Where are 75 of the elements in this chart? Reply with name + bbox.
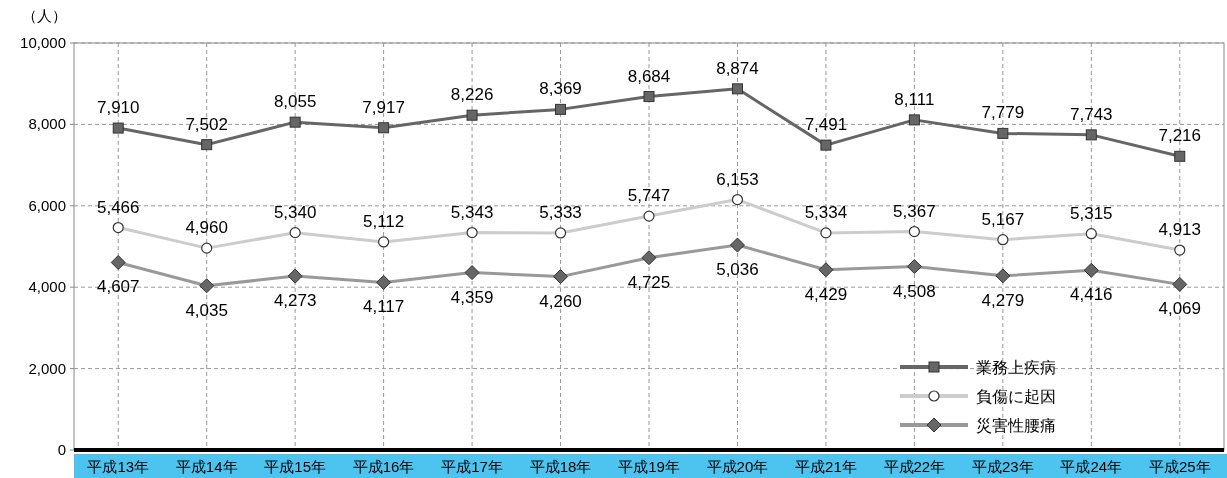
data-label: 8,874 [716,58,759,78]
point [997,127,1009,139]
data-label: 5,343 [450,202,494,222]
x-tick-label: 平成21年 [795,458,857,475]
data-label: 5,036 [716,260,759,280]
data-label: 4,429 [804,284,848,304]
data-label: 6,153 [716,169,759,189]
data-label: 4,725 [627,272,671,292]
data-label: 5,340 [273,202,317,222]
data-label: 4,117 [362,297,405,317]
data-label: 5,367 [893,201,936,221]
y-tick-label: 2,000 [28,359,66,377]
data-label: 8,055 [273,92,317,112]
data-label: 4,069 [1158,299,1202,319]
x-tick-label: 平成17年 [441,458,503,475]
x-tick-label: 平成25年 [1148,458,1211,475]
data-label: 5,334 [804,202,848,222]
data-label: 7,917 [362,97,405,117]
x-tick-label: 平成23年 [972,458,1034,475]
data-label: 4,035 [185,300,228,320]
point [820,139,832,151]
point [378,122,390,134]
x-tick-label: 平成14年 [175,458,238,475]
data-label: 4,960 [185,218,228,238]
data-label: 7,502 [185,114,228,134]
data-label: 4,273 [273,291,317,311]
point [1085,129,1097,141]
data-label: 5,333 [539,202,582,222]
data-label: 7,910 [96,98,140,118]
point [643,91,655,103]
data-label: 5,167 [981,209,1025,229]
data-label: 4,913 [1158,220,1202,240]
x-tick-label: 平成22年 [883,458,946,475]
data-label: 4,607 [96,277,140,297]
y-tick-label: 4,000 [28,278,66,296]
data-label: 7,216 [1158,126,1202,146]
data-label: 4,508 [893,281,936,301]
data-label: 8,226 [450,85,494,105]
data-label: 5,112 [362,211,405,231]
data-label: 4,359 [450,287,494,307]
data-label: 7,743 [1070,104,1113,124]
x-tick-label: 平成19年 [618,458,680,475]
y-tick-label: 10,000 [20,34,66,51]
y-axis-title: （人） [22,7,67,24]
legend-label: 災害性腰痛 [976,417,1056,434]
x-tick-label: 平成16年 [352,458,415,475]
point [289,116,301,128]
data-label: 4,260 [539,291,582,311]
point [731,83,743,95]
x-tick-label: 平成24年 [1060,458,1123,475]
data-label: 7,491 [804,115,848,135]
data-label: 4,279 [981,290,1025,310]
data-label: 7,779 [981,103,1025,123]
x-tick-label: 平成15年 [264,458,326,475]
x-tick-label: 平成20年 [706,458,769,475]
point [1174,150,1186,162]
x-tick-label: 平成18年 [529,458,592,475]
y-tick-label: 0 [57,441,66,458]
data-label: 8,684 [627,66,671,86]
x-tick-label: 平成13年 [87,458,150,475]
point [908,114,920,126]
legend-label: 業務上疾病 [976,359,1056,376]
data-label: 8,369 [539,79,582,99]
legend-label: 負傷に起因 [976,388,1056,405]
data-label: 4,416 [1070,285,1113,305]
point [201,139,213,151]
point [466,109,478,121]
point [112,122,124,134]
point [555,103,567,115]
y-tick-label: 6,000 [28,196,66,214]
data-label: 5,315 [1070,203,1113,223]
data-label: 5,747 [627,186,671,206]
y-tick-label: 8,000 [28,115,66,133]
data-label: 8,111 [894,89,935,109]
data-label: 5,466 [96,197,140,217]
